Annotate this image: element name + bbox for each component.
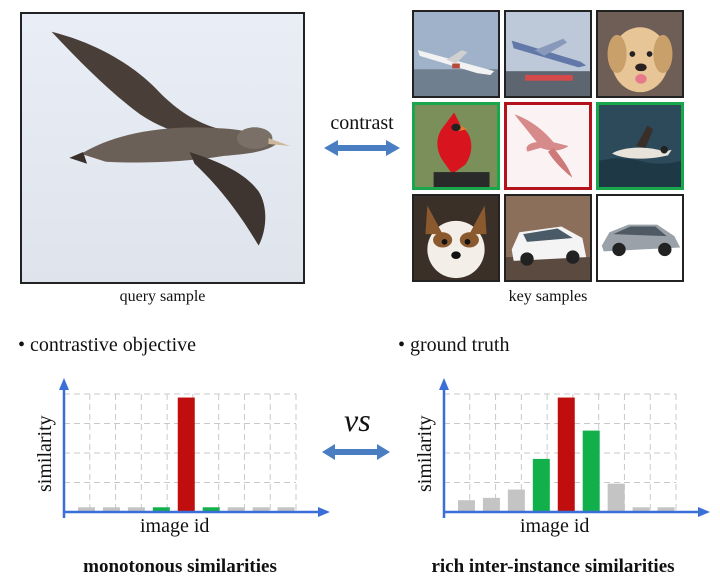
bar-negative: [657, 507, 675, 512]
left-chart-caption: monotonous similarities: [83, 556, 277, 577]
bar-negative: [507, 489, 525, 512]
bar-target: [177, 397, 195, 512]
bar-positive: [532, 458, 550, 512]
right-x-axis-label: image id: [520, 515, 590, 537]
vs-label: vs: [344, 402, 371, 438]
bar-negative: [277, 507, 295, 512]
vs-double-arrow: [322, 444, 390, 460]
bullet-dot: •: [18, 334, 31, 356]
key-sample-airplane: [504, 10, 592, 98]
key-sample-car: [504, 194, 592, 282]
key-sample-dog: [596, 10, 684, 98]
bar-negative: [632, 507, 650, 512]
y-axis-arrowhead: [439, 378, 449, 390]
key-sample-airplane: [412, 10, 500, 98]
left-chart-title: • contrastive objective: [18, 334, 196, 357]
right-chart-title: • ground truth: [398, 334, 509, 357]
right-similarity-chart: [439, 378, 710, 518]
key-samples-caption: key samples: [508, 288, 588, 305]
bar-negative: [607, 483, 625, 512]
left-x-axis-label: image id: [140, 515, 210, 537]
key-sample-bird: [504, 102, 592, 190]
y-axis-arrowhead: [59, 378, 69, 390]
bullet-dot: •: [398, 334, 411, 356]
key-sample-duck: [596, 102, 684, 190]
bar-positive: [202, 507, 220, 512]
x-axis-arrowhead: [318, 507, 330, 517]
bar-positive: [152, 507, 170, 512]
bar-negative: [102, 507, 120, 512]
left-similarity-chart: [59, 378, 330, 518]
left-y-axis-label: similarity: [34, 415, 56, 492]
query-sample-caption: query sample: [119, 288, 206, 305]
right-y-axis-label: similarity: [414, 415, 436, 492]
bar-negative: [482, 497, 500, 512]
right-chart-caption: rich inter-instance similarities: [431, 556, 675, 577]
query-sample-image: [20, 12, 305, 284]
key-sample-cardinal: [412, 102, 500, 190]
bar-target: [557, 397, 575, 512]
left-chart-title-text: contrastive objective: [30, 334, 197, 356]
bar-negative: [457, 500, 475, 512]
bar-negative: [252, 507, 270, 512]
bar-negative: [227, 507, 245, 512]
bar-positive: [582, 430, 600, 512]
right-chart-title-text: ground truth: [410, 334, 510, 356]
key-sample-car: [596, 194, 684, 282]
contrast-double-arrow: [324, 140, 400, 156]
x-axis-arrowhead: [698, 507, 710, 517]
bar-negative: [127, 507, 145, 512]
contrast-label: contrast: [330, 112, 394, 134]
key-sample-dog: [412, 194, 500, 282]
bar-negative: [77, 507, 95, 512]
